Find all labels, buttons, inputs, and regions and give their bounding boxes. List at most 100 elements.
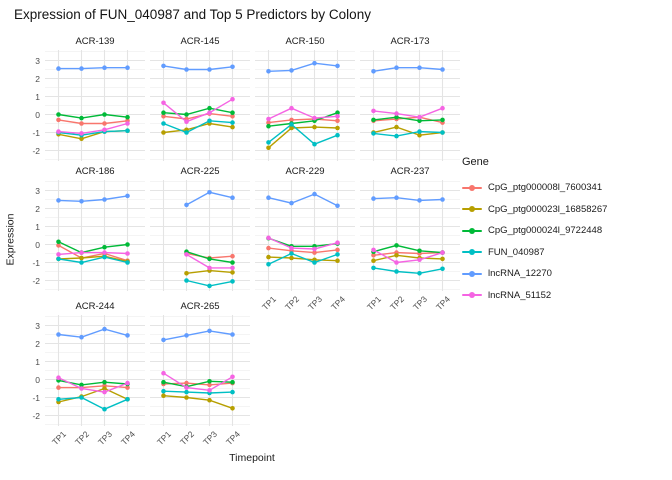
series-point-lncRNA_12270: [102, 326, 107, 332]
series-point-lncRNA_12270: [161, 63, 166, 69]
legend-label: CpG_ptg000024l_9722448: [488, 225, 603, 237]
series-point-CpG_ptg000023l_16858267: [312, 124, 317, 130]
y-tick-label: 3: [35, 55, 40, 66]
series-point-CpG_ptg000008l_7600341: [230, 253, 235, 259]
series-point-CpG_ptg000023l_16858267: [79, 255, 84, 261]
series-point-lncRNA_12270: [394, 65, 399, 70]
y-tick-label: -1: [32, 392, 40, 403]
series-line-lncRNA_12270: [163, 65, 233, 71]
series-point-lncRNA_12270: [184, 333, 189, 338]
series-point-CpG_ptg000024l_9722448: [125, 242, 130, 247]
series-point-CpG_ptg000024l_9722448: [440, 117, 445, 123]
series-line-CpG_ptg000024l_9722448: [163, 107, 233, 116]
series-point-lncRNA_12270: [312, 60, 317, 66]
series-point-CpG_ptg000008l_7600341: [161, 114, 166, 119]
series-point-lncRNA_12270: [207, 190, 212, 195]
facet-title: ACR-229: [285, 166, 325, 177]
series-point-lncRNA_12270: [56, 66, 61, 71]
series-point-lncRNA_51152: [289, 245, 294, 251]
series-point-lncRNA_12270: [125, 65, 130, 70]
facet-title: ACR-265: [180, 301, 220, 312]
series-point-FUN_040987: [440, 266, 445, 272]
series-point-CpG_ptg000008l_7600341: [289, 117, 294, 123]
series-point-FUN_040987: [230, 389, 235, 395]
x-tick-label: TP1: [364, 294, 383, 313]
y-tick-label: -1: [32, 127, 40, 138]
series-point-lncRNA_51152: [207, 388, 212, 393]
series-point-lncRNA_51152: [335, 240, 340, 245]
y-tick-label: -2: [32, 410, 40, 421]
facet-panel: [360, 50, 460, 161]
series-line-lncRNA_12270: [268, 193, 338, 207]
facet-title: ACR-237: [390, 166, 430, 177]
series-point-FUN_040987: [335, 252, 340, 257]
series-point-CpG_ptg000008l_7600341: [184, 380, 189, 386]
legend-key-dot: [469, 249, 475, 256]
series-point-lncRNA_51152: [207, 110, 212, 115]
legend-item: FUN_040987: [462, 242, 607, 264]
series-point-lncRNA_51152: [312, 246, 317, 252]
series-point-lncRNA_12270: [184, 202, 189, 208]
series-point-CpG_ptg000024l_9722448: [230, 260, 235, 265]
series-point-lncRNA_51152: [230, 265, 235, 271]
series-line-lncRNA_12270: [373, 196, 443, 202]
series-point-FUN_040987: [184, 389, 189, 395]
series-point-CpG_ptg000023l_16858267: [394, 253, 399, 258]
series-point-CpG_ptg000024l_9722448: [230, 379, 235, 385]
legend-label: CpG_ptg000008l_7600341: [488, 182, 603, 194]
series-point-CpG_ptg000024l_9722448: [79, 382, 84, 388]
y-tick-label: -2: [32, 145, 40, 156]
series-point-lncRNA_51152: [125, 251, 130, 256]
y-tick-label: 2: [35, 203, 40, 214]
series-point-FUN_040987: [394, 133, 399, 139]
series-point-CpG_ptg000023l_16858267: [102, 386, 107, 391]
series-line-CpG_ptg000023l_16858267: [268, 256, 338, 262]
series-line-CpG_ptg000023l_16858267: [373, 254, 443, 262]
series-point-CpG_ptg000008l_7600341: [102, 121, 107, 126]
series-point-lncRNA_12270: [56, 198, 61, 203]
series-point-FUN_040987: [371, 265, 376, 271]
series-point-CpG_ptg000023l_16858267: [230, 124, 235, 130]
series-point-lncRNA_51152: [394, 260, 399, 265]
series-line-lncRNA_12270: [58, 328, 128, 338]
series-point-FUN_040987: [184, 278, 189, 283]
x-tick-label: TP2: [72, 429, 91, 448]
series-line-CpG_ptg000024l_9722448: [373, 244, 443, 254]
legend-key-dot: [469, 292, 475, 299]
series-line-lncRNA_51152: [58, 251, 128, 256]
series-line-CpG_ptg000008l_7600341: [268, 118, 338, 124]
series-line-lncRNA_51152: [163, 98, 233, 123]
facet-panel: [45, 50, 145, 161]
series-point-CpG_ptg000023l_16858267: [335, 258, 340, 263]
facet-title: ACR-173: [390, 36, 430, 47]
series-point-CpG_ptg000024l_9722448: [417, 248, 422, 254]
series-point-CpG_ptg000023l_16858267: [440, 256, 445, 262]
series-point-FUN_040987: [207, 283, 212, 289]
x-tick-label: TP4: [118, 429, 137, 448]
series-point-lncRNA_51152: [79, 250, 84, 255]
series-point-CpG_ptg000024l_9722448: [102, 112, 107, 117]
series-point-FUN_040987: [289, 122, 294, 127]
series-point-CpG_ptg000023l_16858267: [417, 132, 422, 138]
series-point-lncRNA_51152: [207, 265, 212, 271]
series-point-lncRNA_51152: [440, 250, 445, 255]
series-point-lncRNA_51152: [371, 247, 376, 253]
series-point-CpG_ptg000023l_16858267: [161, 130, 166, 135]
facet-panel: [45, 180, 145, 291]
x-tick-label: TP2: [282, 294, 301, 313]
legend-items: CpG_ptg000008l_7600341 CpG_ptg000023l_168…: [462, 177, 607, 306]
series-point-lncRNA_12270: [335, 203, 340, 209]
series-point-lncRNA_51152: [417, 257, 422, 263]
series-point-lncRNA_12270: [417, 65, 422, 70]
series-point-CpG_ptg000023l_16858267: [394, 124, 399, 130]
series-point-CpG_ptg000024l_9722448: [102, 379, 107, 385]
facet-panel: [45, 315, 145, 426]
series-line-lncRNA_12270: [163, 330, 233, 341]
series-point-CpG_ptg000024l_9722448: [207, 105, 212, 111]
series-point-lncRNA_12270: [312, 191, 317, 197]
facet-panel: [150, 50, 250, 161]
series-point-lncRNA_51152: [56, 252, 61, 257]
x-tick-label: TP1: [49, 429, 68, 448]
series-point-CpG_ptg000008l_7600341: [56, 117, 61, 123]
series-point-lncRNA_12270: [125, 333, 130, 338]
